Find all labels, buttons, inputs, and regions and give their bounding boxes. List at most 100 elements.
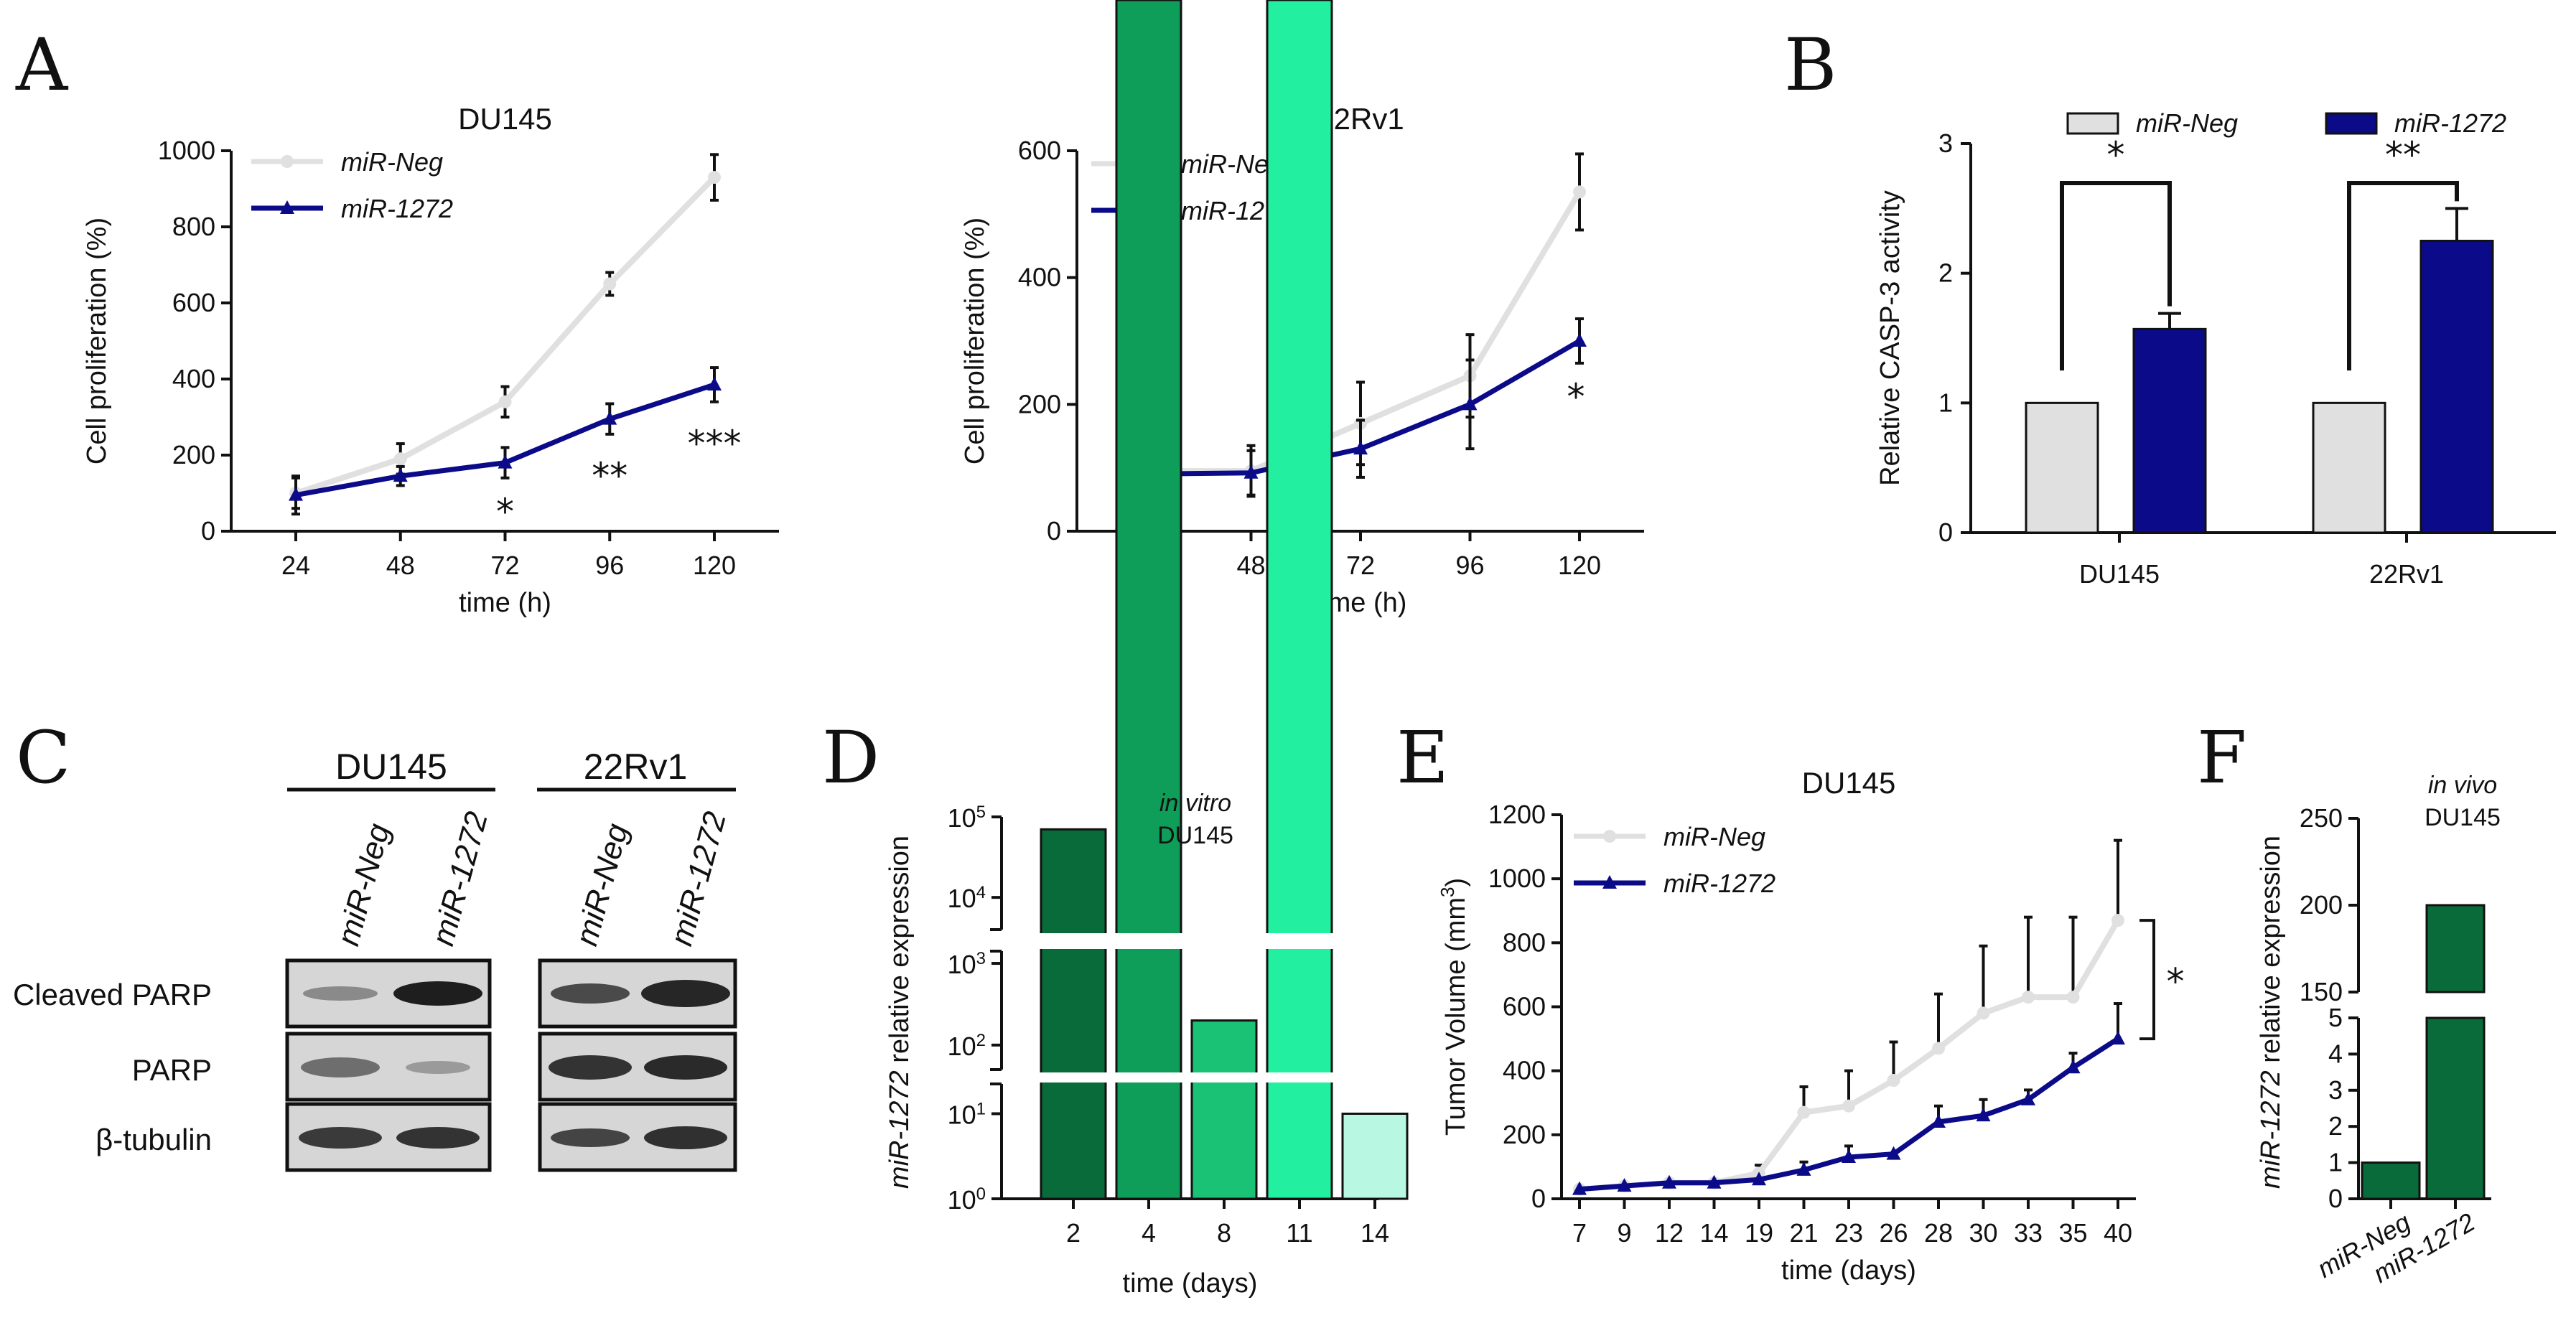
data-point bbox=[1932, 1042, 1945, 1055]
y-tick-label: 1200 bbox=[1488, 800, 1546, 829]
y-tick-label: 105 bbox=[948, 803, 986, 833]
annotation: DU145 bbox=[2425, 804, 2501, 831]
y-axis-label-rest: relative expression bbox=[2256, 836, 2286, 1070]
y-tick-exponent: 0 bbox=[976, 1184, 986, 1204]
y-tick-label: 200 bbox=[2300, 890, 2343, 920]
chart-b-casp3: 0 1 2 3 Relative CASP-3 activity DU145 * 22Rv1 *… bbox=[1875, 108, 2556, 589]
panel-letter-c: C bbox=[16, 716, 71, 800]
x-tick-label: DU145 bbox=[2079, 559, 2160, 589]
data-point bbox=[1707, 1174, 1722, 1189]
panel-letter-a: A bbox=[15, 23, 69, 107]
x-tick-label: 120 bbox=[693, 551, 736, 580]
data-point bbox=[1796, 1161, 1811, 1176]
data-point bbox=[498, 454, 513, 469]
data-point bbox=[2066, 1060, 2081, 1074]
x-tick-label: 24 bbox=[281, 551, 310, 580]
band bbox=[299, 1127, 382, 1149]
y-axis-label-end: ) bbox=[1441, 878, 1471, 887]
y-axis-label-rest: relative expression bbox=[885, 836, 915, 1070]
x-tick-label: 14 bbox=[1361, 1218, 1389, 1248]
band bbox=[641, 980, 730, 1007]
western-blot: DU145 22Rv1 miR-Neg miR-1272 miR-Neg miR… bbox=[13, 747, 737, 1172]
x-tick-label: 14 bbox=[1699, 1218, 1728, 1248]
y-tick-label: 0 bbox=[2328, 1184, 2343, 1213]
x-tick-label: 19 bbox=[1745, 1218, 1773, 1248]
data-point bbox=[2021, 1091, 2035, 1105]
panel-letter-f: F bbox=[2197, 716, 2246, 800]
chart-e-tumor-volume: 0 200 400 600 800 1000 1200 7 9 12 14 19 21 23 26 28 30 3… bbox=[1437, 766, 2185, 1286]
axis-break-gap bbox=[1004, 933, 1434, 949]
x-tick-label: 7 bbox=[1572, 1218, 1587, 1248]
legend-label: miR-Neg bbox=[1181, 149, 1283, 179]
data-point bbox=[1572, 1181, 1587, 1195]
legend-label: miR-Neg bbox=[341, 147, 443, 177]
x-tick-label: 96 bbox=[1455, 551, 1484, 580]
y-tick-label: 400 bbox=[1503, 1056, 1546, 1085]
panel-letter-d: D bbox=[822, 716, 879, 800]
x-axis-label: time (days) bbox=[1123, 1268, 1258, 1299]
data-point bbox=[1976, 1108, 1991, 1122]
significance-bracket bbox=[2139, 919, 2155, 1041]
annotation-italic: in vitro bbox=[1159, 790, 1231, 817]
data-point bbox=[2066, 991, 2080, 1004]
y-tick-label: 3 bbox=[2328, 1075, 2343, 1105]
y-tick-label: 0 bbox=[1938, 518, 1953, 547]
legend-swatch bbox=[2066, 112, 2119, 135]
bar bbox=[2425, 904, 2486, 993]
y-tick-label: 200 bbox=[172, 440, 215, 469]
data-point bbox=[603, 277, 617, 291]
y-tick-label: 0 bbox=[201, 516, 215, 546]
data-point bbox=[1842, 1099, 1855, 1113]
bar-miR-Neg bbox=[2025, 401, 2099, 534]
axis-break-gap bbox=[1004, 1072, 1434, 1082]
data-point bbox=[1797, 1105, 1811, 1119]
y-tick-label: 4 bbox=[2328, 1039, 2343, 1068]
y-tick-label: 250 bbox=[2300, 803, 2343, 833]
x-tick-label: 40 bbox=[2104, 1218, 2132, 1248]
x-tick-label: 33 bbox=[2014, 1218, 2043, 1248]
y-tick-label: 100 bbox=[948, 1184, 986, 1215]
y-axis-label: Cell proliferation (%) bbox=[960, 218, 990, 464]
y-tick-label: 3 bbox=[1938, 128, 1953, 158]
x-tick-label: 8 bbox=[1217, 1218, 1231, 1248]
x-tick-label: 9 bbox=[1617, 1218, 1631, 1248]
bar bbox=[2425, 1016, 2486, 1200]
x-tick-label: 72 bbox=[490, 551, 519, 580]
panel-letter-e: E bbox=[1396, 716, 1449, 800]
bar bbox=[2361, 1161, 2421, 1200]
data-point bbox=[1842, 1149, 1856, 1164]
data-point bbox=[289, 487, 303, 501]
significance-marker: * bbox=[2107, 134, 2125, 176]
y-tick-label: 800 bbox=[172, 212, 215, 241]
band bbox=[303, 986, 378, 1001]
y-axis-label: miR-1272 relative expression bbox=[885, 836, 915, 1189]
data-point bbox=[1572, 333, 1587, 347]
bar-miR-1272 bbox=[2132, 327, 2207, 534]
y-tick-label: 1 bbox=[1938, 388, 1953, 417]
significance-marker: ** bbox=[2385, 134, 2421, 176]
legend-marker bbox=[281, 155, 294, 168]
x-tick-label: 2 bbox=[1066, 1218, 1081, 1248]
wb-lane-label: miR-1272 bbox=[425, 808, 495, 950]
y-axis-label: Tumor Volume (mm3) bbox=[1437, 878, 1471, 1136]
y-tick-label: 200 bbox=[1018, 389, 1061, 418]
y-tick-exponent: 5 bbox=[976, 803, 986, 822]
legend-swatch bbox=[2325, 112, 2378, 135]
y-tick-label: 101 bbox=[948, 1099, 986, 1130]
legend-marker bbox=[1602, 875, 1617, 889]
x-tick-label: 48 bbox=[1236, 551, 1265, 580]
legend-marker bbox=[1603, 830, 1616, 843]
x-tick-label: 72 bbox=[1346, 551, 1375, 580]
bar-miR-Neg bbox=[2312, 401, 2386, 534]
y-axis-label-italic: miR-1272 bbox=[2256, 1070, 2286, 1189]
y-tick-label: 103 bbox=[948, 949, 986, 980]
x-tick-label: 22Rv1 bbox=[2369, 559, 2444, 589]
wb-lane-label: miR-Neg bbox=[569, 820, 635, 950]
data-point bbox=[1617, 1178, 1632, 1192]
wb-lane-label: miR-1272 bbox=[663, 808, 733, 950]
y-tick-label: 0 bbox=[1531, 1184, 1546, 1213]
x-tick-label: 35 bbox=[2058, 1218, 2087, 1248]
y-tick-exponent: 4 bbox=[976, 883, 986, 902]
data-point bbox=[602, 411, 617, 425]
